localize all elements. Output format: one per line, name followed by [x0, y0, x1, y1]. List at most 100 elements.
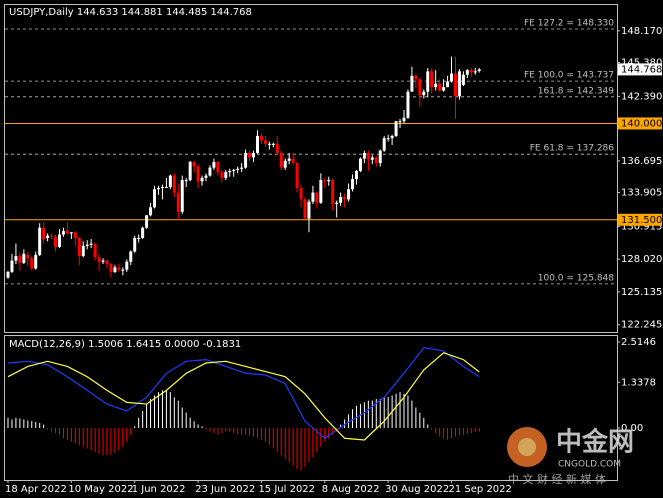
macd-tick-label: 2.5146 — [621, 337, 656, 348]
candle-body — [38, 227, 42, 255]
macd-line — [7, 352, 480, 441]
macd-frame — [4, 335, 618, 481]
candle-body — [65, 231, 69, 234]
candle-body — [394, 121, 398, 136]
macd-tick-label: 1.3378 — [621, 377, 656, 388]
candle-body — [81, 245, 85, 257]
y-tick-label: 145.380 — [621, 57, 662, 68]
candle-body — [34, 254, 38, 269]
y-tick-label: 142.390 — [621, 91, 662, 102]
candle-body — [57, 234, 61, 247]
candle-body — [172, 175, 176, 193]
candle-body — [438, 83, 442, 91]
candle-body — [228, 171, 232, 173]
candle-body — [402, 117, 406, 122]
price-tag — [618, 117, 662, 130]
candle-body — [18, 256, 22, 263]
candle-body — [200, 177, 204, 182]
candle-body — [469, 70, 473, 73]
y-tick-label: 148.170 — [621, 26, 662, 37]
candle-body — [46, 235, 50, 238]
candle-body — [255, 135, 259, 153]
candle-body — [133, 237, 137, 252]
candle-body — [137, 237, 141, 239]
level-label: 100.0 = 125.848 — [538, 273, 615, 283]
candle-body — [315, 192, 319, 203]
candle-body — [204, 175, 208, 178]
candle-body — [121, 269, 125, 271]
candle-body — [461, 74, 465, 85]
y-tick-label: 136.695 — [621, 156, 662, 167]
x-tick-label: 15 Jul 2022 — [258, 484, 315, 495]
candle-body — [434, 83, 438, 88]
candle-body — [418, 79, 422, 96]
candle-body — [6, 271, 10, 278]
candle-body — [410, 75, 414, 92]
y-tick-label: 128.020 — [621, 254, 662, 265]
candle-body — [184, 180, 188, 182]
candle-body — [351, 178, 355, 190]
candle-body — [149, 207, 153, 216]
watermark-brand: 中金网 — [556, 427, 634, 458]
candle-body — [386, 138, 390, 140]
candle-body — [358, 158, 362, 172]
candle-body — [303, 199, 307, 219]
candle-body — [153, 189, 157, 208]
candle-body — [414, 75, 418, 80]
candle-body — [287, 158, 291, 161]
candle-body — [354, 171, 358, 179]
chart-title: USDJPY,Daily 144.633 144.881 144.485 144… — [9, 7, 252, 18]
candle-body — [125, 261, 129, 270]
candle-body — [10, 260, 14, 272]
candle-body — [240, 167, 244, 169]
price-tag-label: 140.000 — [621, 118, 662, 129]
candle-body — [319, 180, 323, 203]
candle-body — [61, 231, 65, 235]
candle-body — [220, 172, 224, 178]
candle-body — [232, 169, 236, 172]
level-label: 161.8 = 142.349 — [538, 86, 615, 96]
candle-body — [430, 71, 434, 88]
candle-body — [160, 186, 164, 189]
candle-body — [101, 260, 105, 262]
candle-body — [382, 138, 386, 151]
candle-body — [347, 189, 351, 200]
candle-body — [141, 227, 145, 238]
candle-body — [244, 152, 248, 168]
candle-body — [224, 172, 228, 178]
candle-body — [283, 160, 287, 168]
candle-body — [398, 121, 402, 123]
candle-body — [477, 69, 481, 71]
candle-body — [30, 258, 34, 269]
candle-body — [192, 161, 196, 167]
candle-body — [323, 180, 327, 182]
x-tick-label: 1 Jun 2022 — [132, 484, 186, 495]
price-frame — [4, 4, 618, 333]
x-tick-label: 8 Aug 2022 — [322, 484, 380, 495]
candle-body — [374, 157, 378, 164]
candle-body — [311, 192, 315, 202]
candle-body — [453, 73, 457, 97]
candle-body — [248, 152, 252, 158]
candle-body — [156, 188, 160, 190]
watermark: 中金网 CNGOLD.COM 中 文 财 经 新 媒 体 — [507, 427, 634, 486]
candle-body — [457, 71, 461, 97]
candle-body — [295, 163, 299, 189]
candle-body — [113, 267, 117, 272]
watermark-site: CNGOLD.COM — [558, 460, 621, 470]
x-tick-label: 21 Sep 2022 — [449, 484, 512, 495]
candle-body — [93, 243, 97, 258]
macd-line — [7, 346, 480, 440]
candle-body — [97, 257, 101, 262]
x-tick-label: 10 May 2022 — [68, 484, 133, 495]
y-tick-label: 125.135 — [621, 287, 662, 298]
candle-body — [145, 215, 149, 228]
candle-body — [275, 143, 279, 153]
level-label: FE 127.2 = 148.330 — [524, 19, 614, 29]
candle-body — [450, 73, 454, 82]
x-tick-label: 18 Apr 2022 — [5, 484, 67, 495]
candle-body — [89, 243, 93, 245]
candle-body — [129, 251, 133, 262]
level-label: FE 100.0 = 143.737 — [524, 71, 614, 81]
candle-body — [331, 180, 335, 204]
